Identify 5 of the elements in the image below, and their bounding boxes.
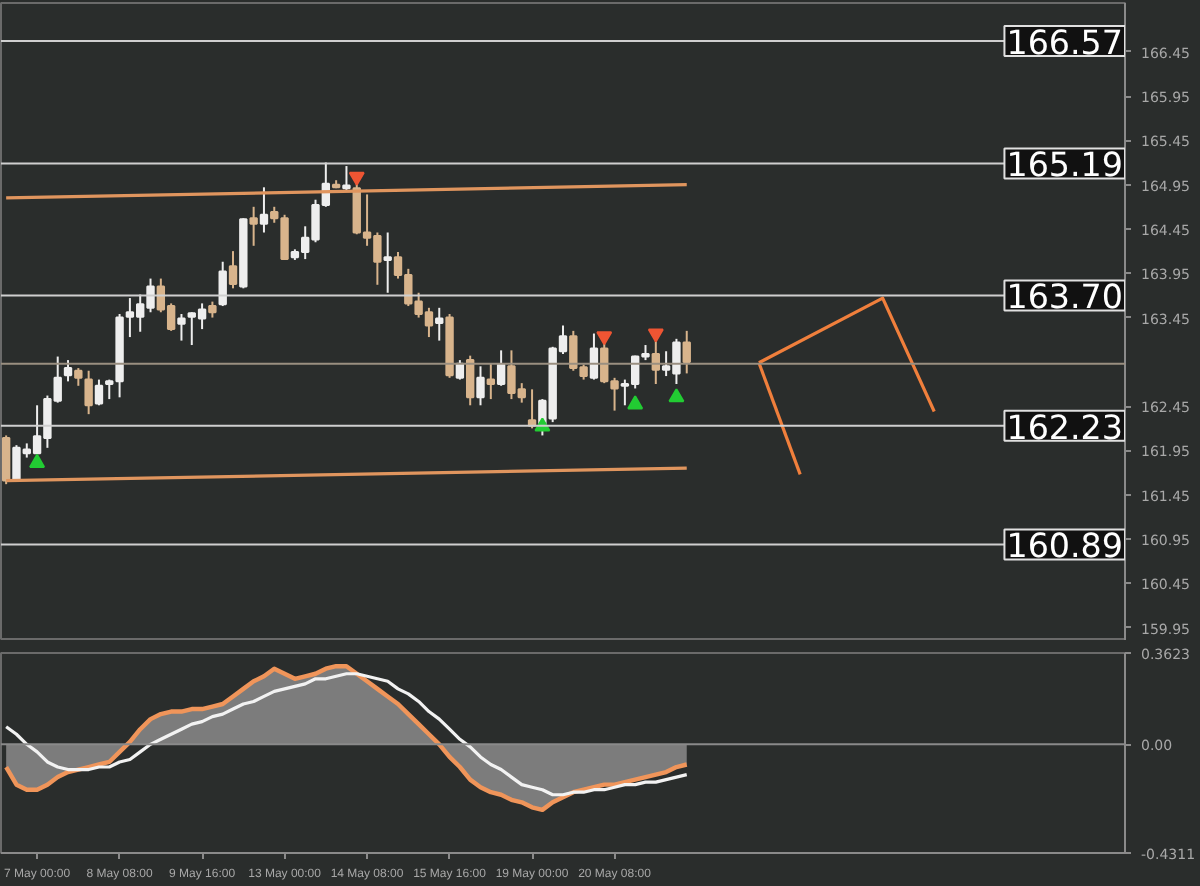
ref-line-label: 166.57: [1006, 24, 1123, 63]
ref-line-label: 160.89: [1006, 527, 1123, 566]
ref-line-label: 162.23: [1006, 408, 1123, 447]
ref-line-label: 163.70: [1006, 278, 1123, 317]
ref-line-label: 165.19: [1006, 146, 1123, 185]
